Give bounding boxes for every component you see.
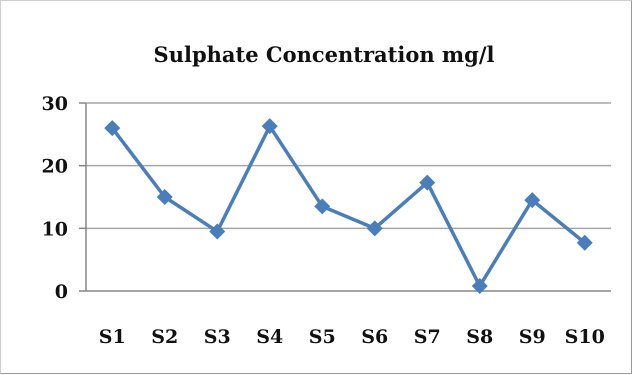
data-point-s10 <box>576 234 593 251</box>
data-point-s8 <box>471 277 488 294</box>
data-point-s6 <box>366 220 383 237</box>
data-series <box>104 118 593 294</box>
data-point-s7 <box>419 174 436 191</box>
x-tick-label: S5 <box>309 326 336 348</box>
x-tick-label: S4 <box>256 326 283 348</box>
x-tick-label: S3 <box>204 326 231 348</box>
x-tick-label: S7 <box>414 326 441 348</box>
chart-title: Sulphate Concentration mg/l <box>154 42 495 67</box>
data-point-s4 <box>261 118 278 135</box>
x-tick-label: S1 <box>99 326 126 348</box>
x-tick-label: S6 <box>361 326 388 348</box>
data-point-s1 <box>104 120 121 137</box>
y-tick-label: 0 <box>55 281 68 303</box>
data-point-s2 <box>156 189 173 205</box>
x-tick-label: S9 <box>519 326 546 348</box>
data-point-s9 <box>524 192 541 209</box>
axes <box>79 102 611 292</box>
x-tick-labels: S1 S2 S3 S4 S5 S6 S7 S8 S9 S10 <box>99 326 605 348</box>
y-tick-label: 30 <box>42 93 68 115</box>
y-tick-label: 20 <box>42 156 68 178</box>
data-point-s5 <box>314 198 331 215</box>
y-tick-labels: 0 10 20 30 <box>42 93 68 303</box>
y-tick-label: 10 <box>42 218 68 240</box>
data-point-s3 <box>209 223 226 240</box>
x-tick-label: S2 <box>151 326 178 348</box>
series-line <box>110 124 586 288</box>
gridlines <box>86 102 611 230</box>
x-tick-label: S8 <box>466 326 493 348</box>
x-tick-label: S10 <box>565 326 605 348</box>
